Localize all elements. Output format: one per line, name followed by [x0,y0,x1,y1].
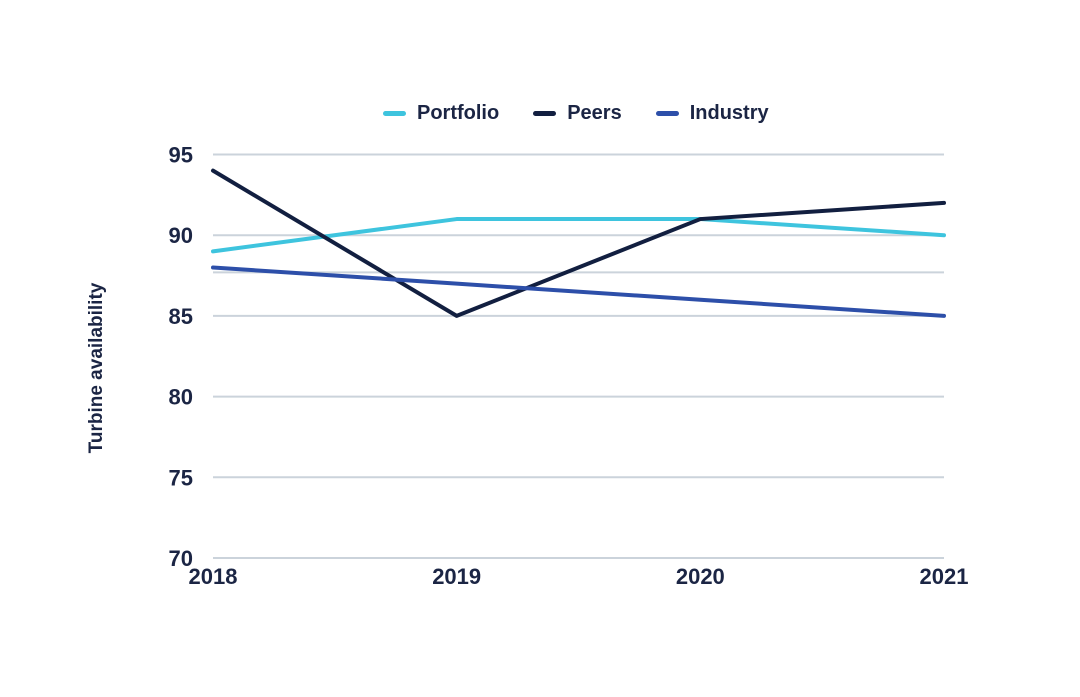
legend-swatch-portfolio-icon [383,110,406,116]
x-tick-label-2019: 2019 [432,564,481,589]
y-tick-label-95: 95 [169,143,193,168]
legend-label-peers: Peers [567,102,622,124]
y-tick-label-90: 90 [169,223,193,248]
legend-swatch-industry-icon [655,110,679,116]
x-tick-label-2018: 2018 [189,564,238,589]
y-tick-label-80: 80 [169,385,193,410]
series-line-industry [211,265,946,318]
y-tick-label-70: 70 [169,546,193,571]
legend-item-industry: Industry [655,102,769,124]
series-line-peers [211,168,946,318]
x-tick-label-2021: 2021 [920,564,969,589]
legend-item-peers: Peers [533,103,622,123]
legend-item-portfolio: Portfolio [383,103,499,123]
y-tick-label-85: 85 [169,304,193,329]
y-tick-label-75: 75 [169,465,193,490]
series-line-portfolio [211,217,946,254]
legend-label-industry: Industry [689,102,769,124]
x-tick-label-2020: 2020 [676,564,725,589]
legend-label-portfolio: Portfolio [417,102,500,124]
chart-legend: Portfolio Peers Industry [383,103,769,123]
legend-swatch-peers-icon [533,110,557,116]
